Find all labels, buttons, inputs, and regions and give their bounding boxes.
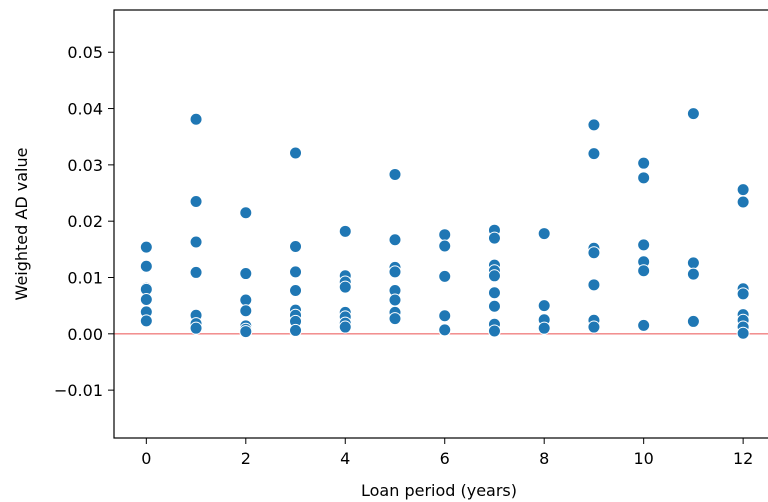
data-point [686,107,700,121]
data-point [487,286,501,300]
y-tick-label: 0.02 [67,212,103,231]
data-point [189,112,203,126]
x-tick-label: 8 [539,449,549,468]
data-point [438,228,452,242]
data-point [289,146,303,160]
data-point [239,206,253,220]
data-point [537,299,551,313]
data-point [239,304,253,318]
x-tick-label: 6 [440,449,450,468]
y-tick-label: 0.01 [67,269,103,288]
y-axis-ticks: −0.01 0.00 0.01 0.02 0.03 0.04 0.05 [54,43,114,400]
data-point [189,194,203,208]
data-point [487,269,501,283]
data-point [139,240,153,254]
data-point [587,278,601,292]
data-point [239,325,253,339]
data-point [487,299,501,313]
data-point [388,167,402,181]
y-axis-label: Weighted AD value [12,148,31,301]
data-point [537,321,551,335]
data-point [637,264,651,278]
data-point [587,320,601,334]
x-tick-label: 4 [340,449,350,468]
data-point [289,283,303,297]
data-point [537,227,551,241]
data-point [239,267,253,281]
data-point [686,256,700,270]
data-point [587,246,601,260]
data-point [686,267,700,281]
data-point [189,235,203,249]
data-point [338,224,352,238]
x-tick-label: 2 [241,449,251,468]
y-tick-label: 0.00 [67,325,103,344]
data-point [289,265,303,279]
y-tick-label: 0.05 [67,43,103,62]
data-point [587,118,601,132]
data-point [388,293,402,307]
data-point [388,312,402,326]
data-point [289,240,303,254]
data-point [637,238,651,252]
data-point [736,287,750,301]
data-points [139,107,750,340]
data-point [289,323,303,337]
y-tick-label: 0.04 [67,100,103,119]
data-point [438,323,452,337]
data-point [736,326,750,340]
data-point [736,195,750,209]
axes-frame [113,9,768,439]
data-point [736,183,750,197]
data-point [637,156,651,170]
data-point [139,314,153,328]
data-point [139,292,153,306]
data-point [139,259,153,273]
x-axis-label: Loan period (years) [361,481,517,500]
data-point [438,239,452,253]
x-tick-label: 12 [733,449,753,468]
data-point [587,147,601,161]
data-point [189,265,203,279]
y-tick-label: −0.01 [54,381,103,400]
data-point [388,265,402,279]
data-point [637,171,651,185]
x-axis-ticks: 0 2 4 6 8 10 12 [141,438,753,468]
x-tick-label: 0 [141,449,151,468]
data-point [388,233,402,247]
data-point [637,318,651,332]
data-point [338,320,352,334]
data-point [487,324,501,338]
plot-area [113,9,768,439]
data-point [487,231,501,245]
x-tick-label: 10 [633,449,653,468]
data-point [686,314,700,328]
data-point [438,309,452,323]
data-point [438,269,452,283]
data-point [189,321,203,335]
y-tick-label: 0.03 [67,156,103,175]
data-point [338,280,352,294]
